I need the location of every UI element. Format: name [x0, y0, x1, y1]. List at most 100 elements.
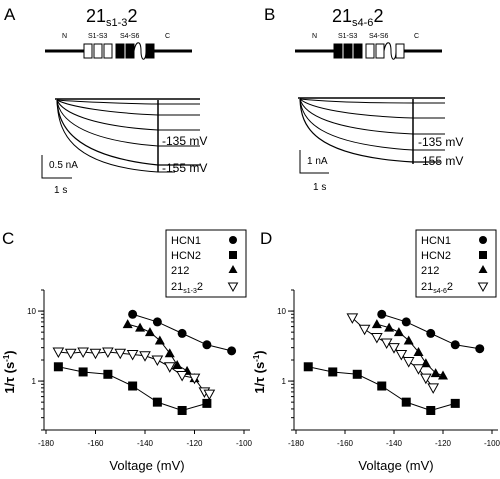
x-tick-label: -120 — [435, 439, 452, 448]
data-point-open-triangle — [114, 348, 127, 360]
data-point-triangle — [172, 359, 183, 369]
plot-d: D HCN1 HCN2 212 21s4-62 1/τ (s-1) Voltag… — [252, 229, 500, 473]
data-point-open-triangle — [420, 373, 432, 385]
data-point-open-triangle — [89, 348, 102, 360]
panel-a-letter: A — [4, 5, 16, 24]
segment-s2 — [343, 43, 353, 59]
trace-5 — [56, 99, 200, 166]
panel-a-title: 21s1-32 — [86, 6, 137, 29]
data-point-circle — [128, 309, 138, 319]
plot-c-x-label: Voltage (mV) — [109, 458, 184, 473]
voltage-label-155: -155 mV — [418, 154, 463, 168]
data-point-open-triangle — [395, 349, 408, 361]
legend-212: 212 — [171, 265, 189, 277]
y-tick-label: 1 — [32, 377, 37, 386]
data-point-square — [202, 398, 212, 408]
segment-s4 — [365, 43, 375, 59]
panel-b-letter: B — [264, 5, 275, 24]
data-point-open-triangle — [151, 355, 164, 367]
segment-s3 — [353, 43, 363, 59]
plot-d-y-label: 1/τ (s-1) — [252, 350, 267, 393]
segment-s5 — [375, 43, 385, 59]
legend-open-triangle-marker — [477, 282, 489, 293]
data-point-triangle — [413, 347, 424, 357]
segment-s2 — [93, 43, 103, 59]
x-tick-label: -140 — [137, 439, 154, 448]
data-point-triangle — [403, 335, 414, 345]
data-point-triangle — [393, 327, 404, 337]
domain-s13-label: S1-S3 — [338, 33, 358, 40]
data-point-open-triangle — [203, 389, 216, 401]
trace-6 — [56, 99, 175, 173]
legend-hcn2: HCN2 — [171, 250, 201, 262]
legend-square-marker — [479, 251, 487, 259]
data-point-open-triangle — [358, 324, 371, 336]
x-tick-label: -180 — [38, 439, 55, 448]
data-point-circle — [177, 328, 187, 338]
data-point-square — [328, 367, 338, 377]
plot-c-letter: C — [2, 229, 14, 248]
scale-bar — [41, 155, 72, 179]
domain-c-label: C — [165, 33, 170, 40]
domain-n-label: N — [62, 33, 67, 40]
data-point-square — [53, 362, 63, 372]
x-tick-label: -160 — [337, 439, 354, 448]
data-point-open-triangle — [126, 349, 139, 361]
legend-hcn2: HCN2 — [421, 250, 451, 262]
data-point-square — [177, 405, 187, 415]
plot-c: C HCN1 HCN2 212 21s1-32 1/τ (s-1) Voltag… — [2, 229, 253, 473]
domain-s46-label: S4-S6 — [369, 33, 389, 40]
y-tick-label: 1 — [282, 377, 287, 386]
domain-s46-label: S4-S6 — [120, 33, 140, 40]
x-tick-label: -140 — [386, 439, 403, 448]
data-point-circle — [426, 328, 436, 338]
data-point-square — [377, 381, 387, 391]
trace-4 — [56, 99, 200, 147]
data-point-open-triangle — [371, 332, 383, 344]
data-point-circle — [401, 317, 411, 327]
scale-bar — [299, 150, 329, 174]
trace-4 — [299, 98, 445, 151]
trace-2 — [56, 99, 200, 116]
plot-c-legend: HCN1 HCN2 212 21s1-32 — [165, 229, 247, 298]
data-point-open-triangle — [176, 371, 188, 382]
voltage-label-135: -135 mV — [418, 135, 463, 149]
legend-hcn1: HCN1 — [421, 235, 451, 247]
legend-open-triangle-marker — [227, 282, 239, 293]
domain-n-label: N — [312, 33, 317, 40]
plot-d-x-label: Voltage (mV) — [358, 458, 433, 473]
data-point-open-triangle — [139, 351, 151, 362]
panel-a-current-traces: -135 mV -155 mV 0.5 nA 1 s — [41, 98, 207, 196]
data-point-triangle — [430, 368, 441, 378]
legend-chimera: 21s4-62 — [421, 281, 453, 295]
voltage-label-135: -135 mV — [162, 134, 207, 148]
legend-square-marker — [229, 251, 237, 259]
plot-d-marks — [303, 309, 485, 415]
legend-212: 212 — [421, 265, 439, 277]
pore-loop — [383, 42, 397, 60]
legend-circle-marker — [229, 236, 237, 244]
data-point-square — [401, 397, 411, 407]
scale-current: 1 nA — [307, 156, 328, 167]
data-point-open-triangle — [77, 347, 89, 359]
domain-s13-label: S1-S3 — [88, 33, 108, 40]
segment-s1 — [333, 43, 343, 59]
data-point-circle — [202, 340, 212, 350]
data-point-square — [426, 405, 436, 415]
data-point-circle — [475, 344, 485, 354]
panel-b-title: 21s4-62 — [332, 6, 383, 29]
plot-d-letter: D — [260, 229, 272, 248]
segment-s5 — [125, 43, 135, 59]
panel-b-current-traces: -135 mV -155 mV 1 nA 1 s — [298, 97, 463, 193]
x-tick-label: -100 — [236, 439, 253, 448]
legend-chimera: 21s1-32 — [171, 281, 203, 295]
trace-3 — [56, 99, 200, 131]
data-point-square — [352, 369, 362, 379]
plot-c-ticks: -180 -160 -140 -120 -100 1 10 — [27, 289, 253, 448]
legend-circle-marker — [479, 236, 487, 244]
x-tick-label: -180 — [288, 439, 305, 448]
panel-a: A 21s1-32 N S1-S3 S4-S6 C -135 — [4, 5, 207, 196]
pore-loop — [133, 42, 147, 60]
trace-3 — [299, 98, 445, 135]
